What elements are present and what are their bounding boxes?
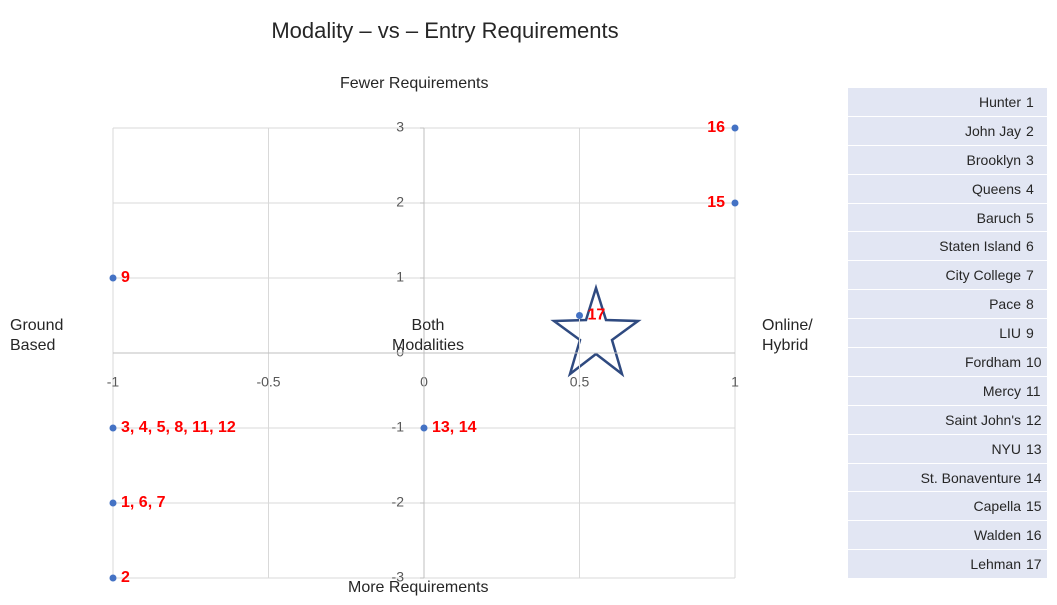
school-number: 4 [1024,174,1047,204]
school-number: 3 [1024,145,1047,175]
point [731,199,739,207]
table-row: City College 7 [848,260,1047,291]
y-tick-label: 2 [396,194,404,210]
school-number: 12 [1024,405,1047,435]
y-tick-label: 1 [396,269,404,285]
school-name: St. Bonaventure [848,463,1024,493]
bottom-label: More Requirements [348,579,489,596]
left-label: Ground Based [10,317,64,354]
school-name: John Jay [848,116,1024,146]
school-name: Hunter [848,88,1024,117]
star-highlight [550,283,642,378]
table-row: Walden 16 [848,520,1047,551]
point-label: 13, 14 [432,419,477,436]
point [420,424,428,432]
table-row: Staten Island 6 [848,231,1047,262]
table-row: Mercy 11 [848,376,1047,406]
x-tick-label: -0.5 [256,374,280,390]
school-name: Capella [848,491,1024,522]
y-tick-label: -1 [392,419,405,435]
school-number: 5 [1024,203,1047,233]
legend-table: Hunter 1 John Jay 2 Brooklyn 3 Queens 4 Baruch 5 S… [848,88,1047,580]
school-name: Brooklyn [848,145,1024,175]
school-number: 1 [1024,88,1047,117]
school-number: 2 [1024,116,1047,146]
table-row: Baruch 5 [848,203,1047,233]
point-label: 3, 4, 5, 8, 11, 12 [121,419,236,436]
table-row: John Jay 2 [848,116,1047,146]
school-number: 15 [1024,491,1047,522]
school-name: Walden [848,520,1024,551]
school-number: 17 [1024,549,1047,580]
school-name: Staten Island [848,231,1024,262]
x-tick-label: 1 [731,374,739,390]
table-row: St. Bonaventure 14 [848,463,1047,493]
table-row: NYU 13 [848,434,1047,464]
point-label: 16 [707,119,725,136]
school-name: Lehman [848,549,1024,580]
y-tick-label: -3 [392,569,405,585]
school-number: 13 [1024,434,1047,464]
right-label: Online/ Hybrid [762,317,813,354]
school-number: 6 [1024,231,1047,262]
school-number: 16 [1024,520,1047,551]
table-row: LIU 9 [848,318,1047,349]
school-number: 8 [1024,289,1047,320]
school-name: Queens [848,174,1024,204]
school-name: Saint John's [848,405,1024,435]
school-number: 10 [1024,347,1047,377]
school-number: 9 [1024,318,1047,349]
center-label: Both Modalities [391,317,465,354]
x-tick-label: -1 [107,374,120,390]
point-label: 1, 6, 7 [121,494,166,511]
point-label: 9 [121,269,130,286]
point [109,424,117,432]
school-name: Baruch [848,203,1024,233]
table-row: Brooklyn 3 [848,145,1047,175]
top-label: Fewer Requirements [340,75,489,92]
y-tick-label: -2 [392,494,405,510]
point [576,312,583,319]
point [109,499,117,507]
y-tick-label: 3 [396,119,404,135]
school-name: Pace [848,289,1024,320]
table-row: Hunter 1 [848,88,1047,117]
table-row: Lehman 17 [848,549,1047,580]
school-name: LIU [848,318,1024,349]
table-row: Fordham 10 [848,347,1047,377]
point-label: 17 [588,307,606,324]
table-row: Pace 8 [848,289,1047,320]
school-name: City College [848,260,1024,291]
school-name: Fordham [848,347,1024,377]
point-label: 2 [121,569,130,586]
school-number: 11 [1024,376,1047,406]
table-row: Saint John's 12 [848,405,1047,435]
point-label: 15 [707,194,725,211]
school-name: NYU [848,434,1024,464]
table-row: Queens 4 [848,174,1047,204]
school-number: 14 [1024,463,1047,493]
school-number: 7 [1024,260,1047,291]
point [109,274,117,282]
school-name: Mercy [848,376,1024,406]
point [731,124,739,132]
point [109,574,117,582]
chart-title: Modality – vs – Entry Requirements [271,18,618,43]
y-tick-label: 0 [396,344,404,360]
table-row: Capella 15 [848,491,1047,522]
x-tick-label: 0.5 [570,374,590,390]
